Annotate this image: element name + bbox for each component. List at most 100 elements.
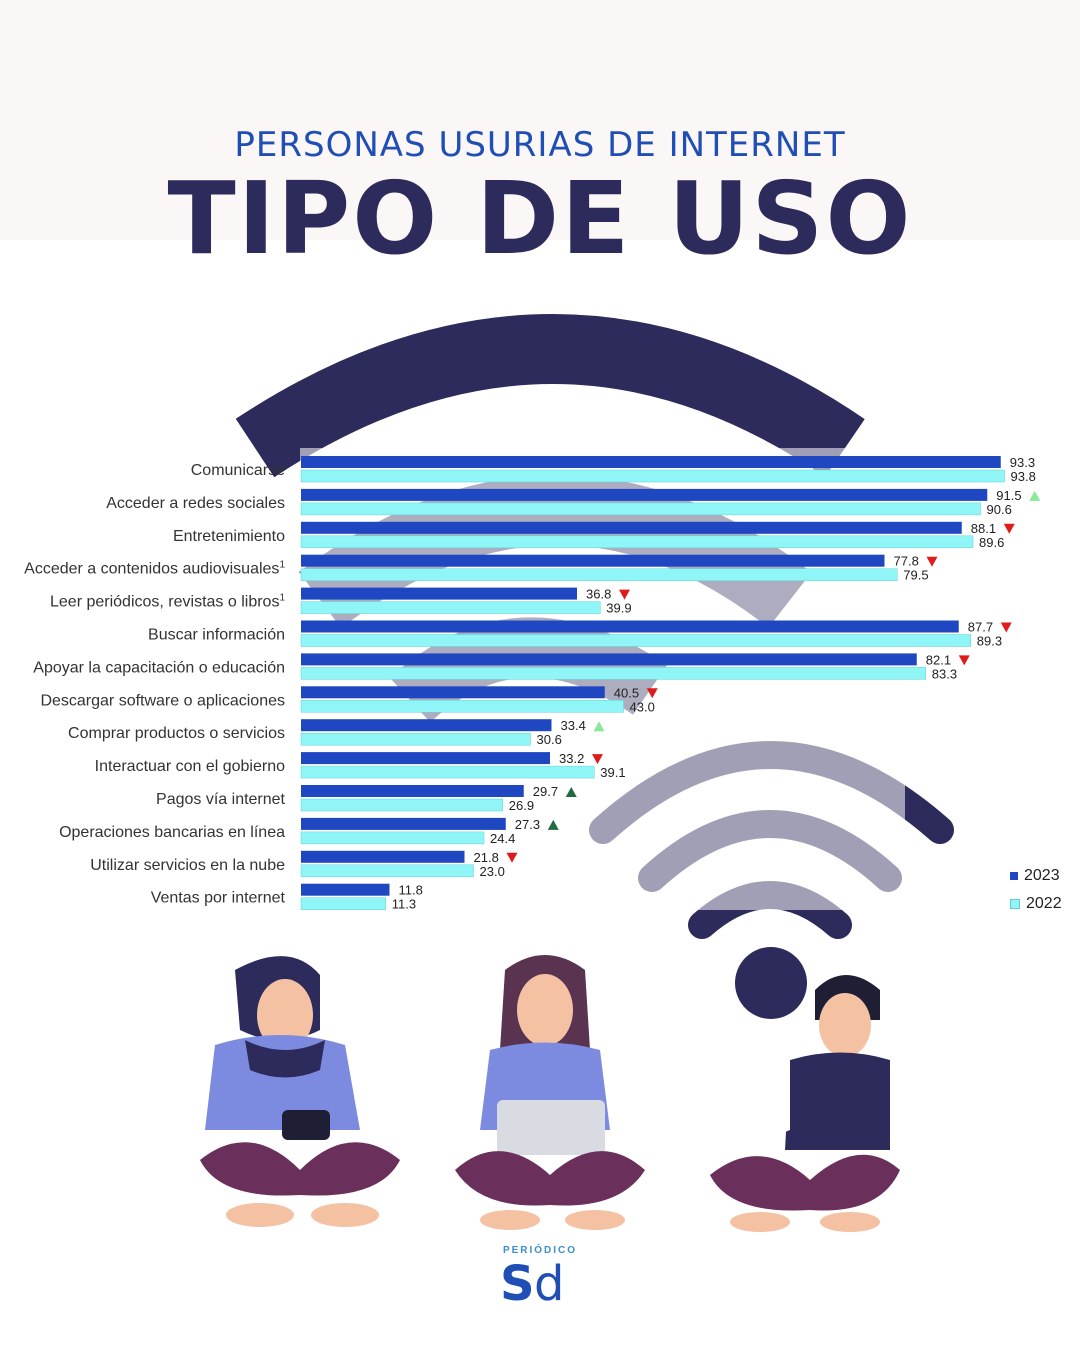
page-subtitle: PERSONAS USURIAS DE INTERNET	[234, 125, 846, 165]
decrease-marker	[926, 556, 938, 567]
bar-2022	[300, 897, 386, 910]
value-label-2023: 11.8	[399, 883, 423, 898]
decrease-marker	[1000, 622, 1012, 633]
header-band	[0, 0, 1080, 240]
category-label: Interactuar con el gobierno	[95, 758, 285, 775]
category-label: Ventas por internet	[151, 890, 286, 907]
value-label-2023: 93.3	[1010, 455, 1035, 470]
value-label-2022: 11.3	[392, 897, 416, 912]
bar-2022	[300, 732, 531, 746]
category-label: Buscar información	[148, 627, 285, 644]
value-label-2023: 36.8	[586, 587, 611, 602]
legend-label-2022: 2022	[1026, 895, 1062, 912]
bar-2022	[300, 765, 595, 779]
value-label-2022: 93.8	[1011, 469, 1036, 484]
bar-2022	[300, 535, 974, 549]
increase-marker	[547, 819, 559, 830]
value-label-2023: 88.1	[971, 521, 996, 536]
value-label-2022: 26.9	[509, 798, 534, 813]
person-phone	[710, 975, 900, 1232]
wifi-big-arc-outer	[235, 314, 865, 478]
bar-2022	[300, 831, 485, 845]
bar-2022	[300, 667, 926, 680]
value-label-2022: 23.0	[480, 864, 505, 879]
decrease-marker	[506, 852, 518, 863]
bar-2023	[301, 488, 988, 501]
value-label-2023: 77.8	[894, 554, 919, 569]
bar-2022	[300, 864, 474, 878]
page-title: TIPO DE USO	[167, 160, 913, 277]
bar-2023	[301, 587, 577, 600]
category-label: Comunicarse	[191, 462, 285, 479]
person-gamer	[200, 956, 400, 1227]
value-label-2023: 21.8	[474, 850, 499, 865]
decrease-marker	[619, 589, 630, 600]
increase-marker	[1029, 490, 1041, 501]
bar-2023	[301, 456, 1001, 468]
legend-swatch-2022	[1010, 899, 1020, 909]
bar-2023	[301, 752, 550, 765]
bar-2022	[300, 568, 898, 581]
value-label-2022: 43.0	[630, 699, 655, 714]
category-label: Apoyar la capacitación o educación	[33, 659, 285, 676]
category-label: Entretenimiento	[173, 528, 285, 545]
decrease-marker	[1003, 523, 1015, 534]
bar-2023	[301, 817, 506, 830]
bar-2022	[300, 700, 624, 713]
people-illustration	[200, 955, 900, 1232]
category-label: Descargar software o aplicaciones	[40, 692, 285, 709]
value-label-2022: 90.6	[987, 502, 1012, 517]
value-label-2022: 89.3	[977, 634, 1002, 649]
value-label-2022: 79.5	[903, 568, 928, 583]
bar-2023	[301, 620, 959, 633]
value-label-2022: 39.1	[600, 765, 625, 780]
bar-2022	[300, 502, 981, 516]
category-label: Comprar productos o servicios	[68, 725, 285, 742]
value-label-2022: 24.4	[490, 831, 515, 846]
category-label: Leer periódicos, revistas o libros1	[50, 593, 285, 611]
bar-2022	[300, 634, 971, 647]
value-label-2023: 91.5	[996, 488, 1021, 503]
bar-2023	[301, 850, 465, 863]
bar-2022	[300, 798, 503, 812]
increase-marker	[593, 721, 605, 732]
bar-2023	[301, 719, 552, 732]
value-label-2023: 29.7	[533, 784, 558, 799]
wifi-small-dot	[735, 947, 807, 1019]
decrease-marker	[958, 655, 970, 666]
decrease-marker	[592, 754, 603, 765]
bar-chart: Comunicarse 93.393.8 Acceder a redes socia…	[24, 448, 1041, 912]
bar-2023	[301, 686, 605, 699]
legend-swatch-2023	[1010, 872, 1018, 880]
bar-2022	[300, 469, 1005, 483]
bar-2023	[301, 883, 390, 896]
legend-item-2022: 2022	[1010, 890, 1062, 918]
category-label: Operaciones bancarias en línea	[59, 824, 285, 841]
value-label-2022: 83.3	[932, 666, 957, 681]
value-label-2022: 30.6	[537, 732, 562, 747]
category-label: Acceder a contenidos audiovisuales1	[24, 560, 285, 578]
value-label-2023: 33.2	[559, 751, 584, 766]
category-label: Pagos vía internet	[156, 791, 286, 808]
bar-2023	[301, 554, 885, 567]
increase-marker	[565, 787, 577, 797]
value-label-2023: 87.7	[968, 620, 993, 635]
legend-item-2023: 2023	[1010, 862, 1062, 890]
value-label-2022: 39.9	[606, 601, 631, 616]
chart-legend: 2023 2022	[1010, 862, 1062, 918]
bar-2023	[301, 785, 524, 797]
category-label: Utilizar servicios en la nube	[90, 857, 285, 874]
logo-wordmark: PERIÓDICO	[502, 1245, 578, 1256]
bar-2022	[300, 601, 601, 614]
value-label-2023: 40.5	[614, 685, 639, 700]
person-laptop	[455, 955, 645, 1230]
bar-2023	[301, 521, 962, 534]
value-label-2023: 82.1	[926, 652, 951, 667]
value-label-2023: 33.4	[561, 718, 586, 733]
legend-label-2023: 2023	[1024, 867, 1060, 884]
category-label: Acceder a redes sociales	[106, 495, 285, 512]
value-label-2023: 27.3	[515, 817, 540, 832]
value-label-2022: 89.6	[979, 535, 1004, 550]
